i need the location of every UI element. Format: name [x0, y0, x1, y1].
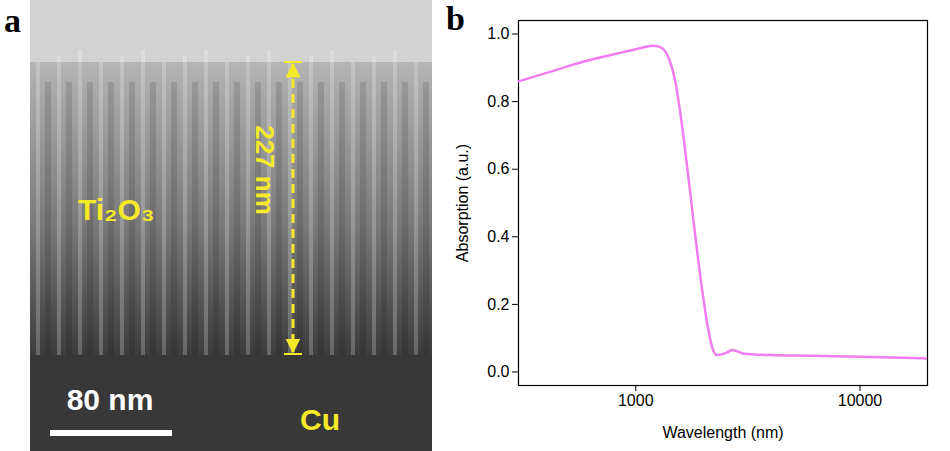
svg-text:0.8: 0.8: [487, 93, 509, 110]
svg-text:80 nm: 80 nm: [67, 383, 154, 416]
svg-text:Absorption (a.u.): Absorption (a.u.): [454, 144, 471, 262]
svg-text:0.2: 0.2: [487, 296, 509, 313]
svg-text:0.0: 0.0: [487, 363, 509, 380]
svg-text:0.4: 0.4: [487, 228, 509, 245]
html-text:a: a: [4, 2, 21, 39]
svg-text:1.0: 1.0: [487, 25, 509, 42]
svg-text:10000: 10000: [838, 392, 883, 409]
svg-text:227 nm: 227 nm: [250, 125, 280, 215]
html-text:b: b: [446, 0, 465, 37]
svg-text:0.6: 0.6: [487, 160, 509, 177]
svg-text:1000: 1000: [618, 392, 654, 409]
svg-text:Wavelength (nm): Wavelength (nm): [662, 424, 783, 441]
svg-text:Cu: Cu: [300, 403, 340, 436]
svg-text:Ti₂O₃: Ti₂O₃: [78, 193, 155, 226]
